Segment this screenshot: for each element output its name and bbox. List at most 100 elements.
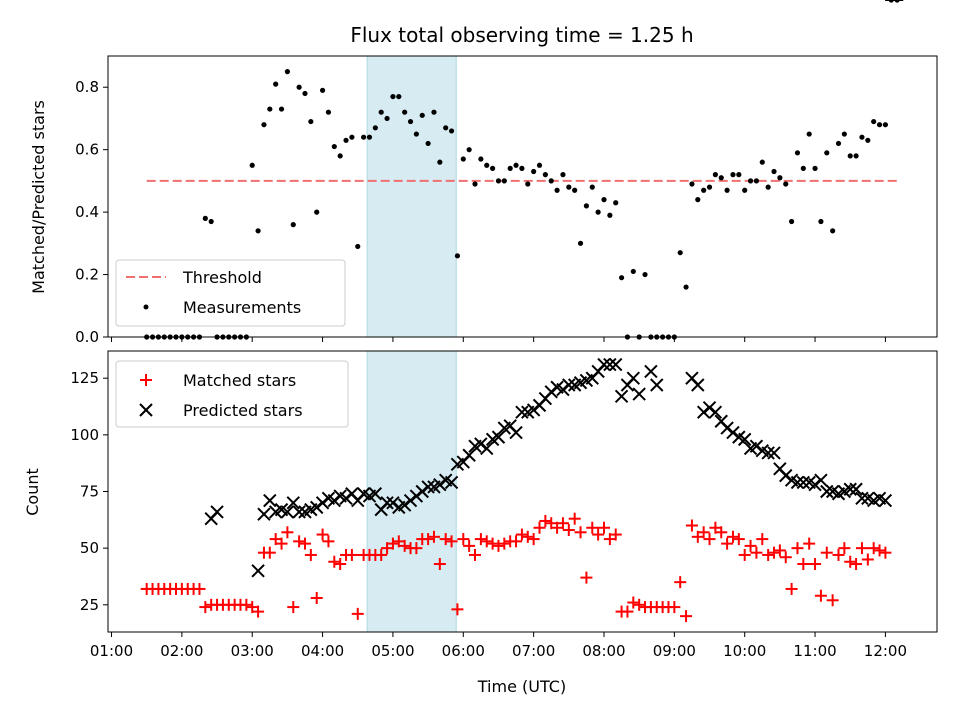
measurement-point bbox=[337, 153, 343, 159]
measurement-point bbox=[390, 93, 396, 100]
measurement-point bbox=[718, 175, 724, 181]
matched-star-point bbox=[328, 555, 341, 568]
matched-star-point bbox=[732, 533, 745, 546]
matched-star-point bbox=[744, 539, 757, 552]
matched-star-point bbox=[797, 558, 810, 571]
matched-star-point bbox=[814, 589, 827, 602]
matched-star-point bbox=[826, 594, 839, 607]
measurement-point bbox=[349, 134, 355, 140]
measurement-point bbox=[695, 197, 701, 203]
legend-matched-swatch bbox=[140, 374, 152, 386]
matched-star-point bbox=[474, 533, 487, 546]
predicted-star-point bbox=[263, 493, 277, 508]
matched-star-point bbox=[785, 582, 798, 595]
measurement-point bbox=[407, 118, 414, 125]
matched-star-point bbox=[779, 551, 792, 564]
measurement-point bbox=[425, 140, 431, 147]
predicted-star-point bbox=[515, 405, 529, 419]
measurement-point bbox=[273, 81, 279, 87]
predicted-star-point bbox=[761, 446, 775, 460]
bottom-legend-box bbox=[115, 360, 349, 428]
legend-threshold-label: Threshold bbox=[182, 268, 262, 287]
matched-star-point bbox=[351, 607, 364, 620]
x-tick-label: 11:00 bbox=[793, 642, 836, 660]
matched-star-point bbox=[855, 542, 868, 555]
x-tick-label: 04:00 bbox=[301, 642, 344, 660]
predicted-star-point bbox=[210, 505, 224, 519]
y-tick-label: 0.4 bbox=[75, 203, 99, 221]
measurement-point bbox=[876, 122, 883, 128]
measurement-point bbox=[519, 165, 525, 171]
matched-star-point bbox=[556, 517, 569, 530]
measurement-point bbox=[607, 212, 613, 218]
measurement-point bbox=[806, 131, 812, 137]
measurement-point bbox=[542, 172, 548, 178]
measurement-point bbox=[466, 147, 472, 153]
measurement-point bbox=[601, 197, 607, 203]
matched-star-point bbox=[263, 546, 276, 559]
predicted-star-point bbox=[855, 491, 869, 506]
y-tick-label: 0.6 bbox=[75, 141, 99, 159]
matched-star-point bbox=[334, 558, 347, 571]
measurement-point bbox=[642, 271, 648, 278]
matched-star-point bbox=[621, 605, 634, 618]
matched-star-point bbox=[281, 526, 294, 539]
matched-star-point bbox=[539, 514, 552, 527]
matched-star-point bbox=[609, 528, 622, 541]
predicted-star-point bbox=[796, 475, 811, 490]
predicted-star-point bbox=[368, 487, 383, 501]
matched-star-point bbox=[293, 535, 306, 548]
measurement-point bbox=[765, 184, 771, 190]
bottom-panel-x-ticks: 01:00 02:00 03:00 04:00 05:00 06:00 07:00 08:00… bbox=[90, 632, 907, 660]
measurement-point bbox=[566, 184, 572, 190]
matched-star-point bbox=[410, 542, 423, 555]
measurement-point bbox=[419, 112, 425, 118]
measurement-point bbox=[560, 172, 566, 178]
matched-star-point bbox=[721, 537, 734, 550]
predicted-star-point bbox=[480, 441, 494, 456]
measurement-point bbox=[882, 122, 889, 128]
matched-star-point bbox=[463, 539, 476, 552]
predicted-star-point bbox=[691, 378, 705, 392]
measurement-point bbox=[706, 184, 713, 190]
measurement-point bbox=[495, 178, 502, 184]
measurement-point bbox=[261, 122, 267, 128]
matched-star-point bbox=[199, 601, 212, 614]
bottom-panel: 25 50 75 100 125 01:00 02:00 03:00 04:00 05:00 06… bbox=[23, 0, 938, 660]
measurement-point bbox=[742, 187, 748, 193]
bottom-panel-series bbox=[140, 0, 904, 623]
matched-star-point bbox=[668, 601, 681, 614]
measurement-point bbox=[536, 162, 543, 168]
measurement-point bbox=[841, 131, 847, 137]
y-tick-label: 75 bbox=[80, 483, 99, 501]
measurement-point bbox=[278, 106, 285, 112]
matched-star-point bbox=[439, 533, 452, 546]
y-tick-label: 0.2 bbox=[75, 266, 99, 284]
y-tick-label: 100 bbox=[70, 426, 99, 444]
measurement-point bbox=[331, 143, 337, 150]
x-tick-label: 12:00 bbox=[864, 642, 907, 660]
matched-star-point bbox=[521, 530, 534, 543]
measurement-point bbox=[800, 165, 806, 171]
matched-star-point bbox=[844, 555, 857, 568]
matched-star-point bbox=[873, 544, 886, 557]
measurement-point bbox=[847, 153, 853, 159]
x-tick-label: 01:00 bbox=[90, 642, 133, 660]
matched-star-point bbox=[193, 582, 206, 595]
matched-star-point bbox=[287, 601, 300, 614]
measurement-point bbox=[314, 209, 320, 215]
matched-star-point bbox=[838, 542, 851, 555]
matched-star-point bbox=[809, 558, 822, 571]
predicted-star-point bbox=[286, 496, 300, 510]
measurement-point bbox=[613, 200, 619, 206]
measurement-point bbox=[472, 181, 478, 187]
measurement-point bbox=[595, 209, 601, 215]
top-panel-y-axis-label: Matched/Predicted stars bbox=[29, 100, 48, 294]
matched-star-point bbox=[574, 526, 587, 539]
predicted-star-point bbox=[609, 357, 623, 372]
matched-star-point bbox=[685, 519, 698, 532]
measurement-point bbox=[630, 268, 636, 275]
predicted-star-point bbox=[849, 482, 863, 496]
observing-span bbox=[366, 55, 457, 338]
measurement-point bbox=[859, 134, 865, 140]
